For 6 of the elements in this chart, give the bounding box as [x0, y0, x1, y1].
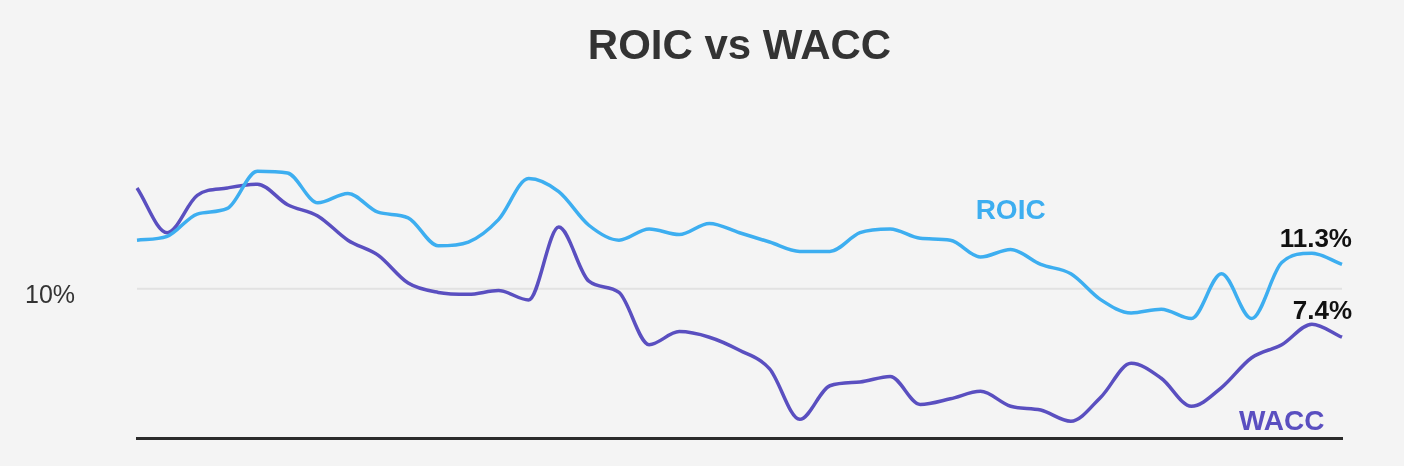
- data-label: 11.3%: [1279, 222, 1352, 253]
- series-label: WACC: [1238, 404, 1325, 436]
- data-label: 7.4%: [1292, 295, 1352, 326]
- ref-line-label: 10%: [24, 279, 76, 308]
- chart-title: ROIC vs WACC: [587, 20, 892, 68]
- series-label: ROIC: [975, 194, 1046, 226]
